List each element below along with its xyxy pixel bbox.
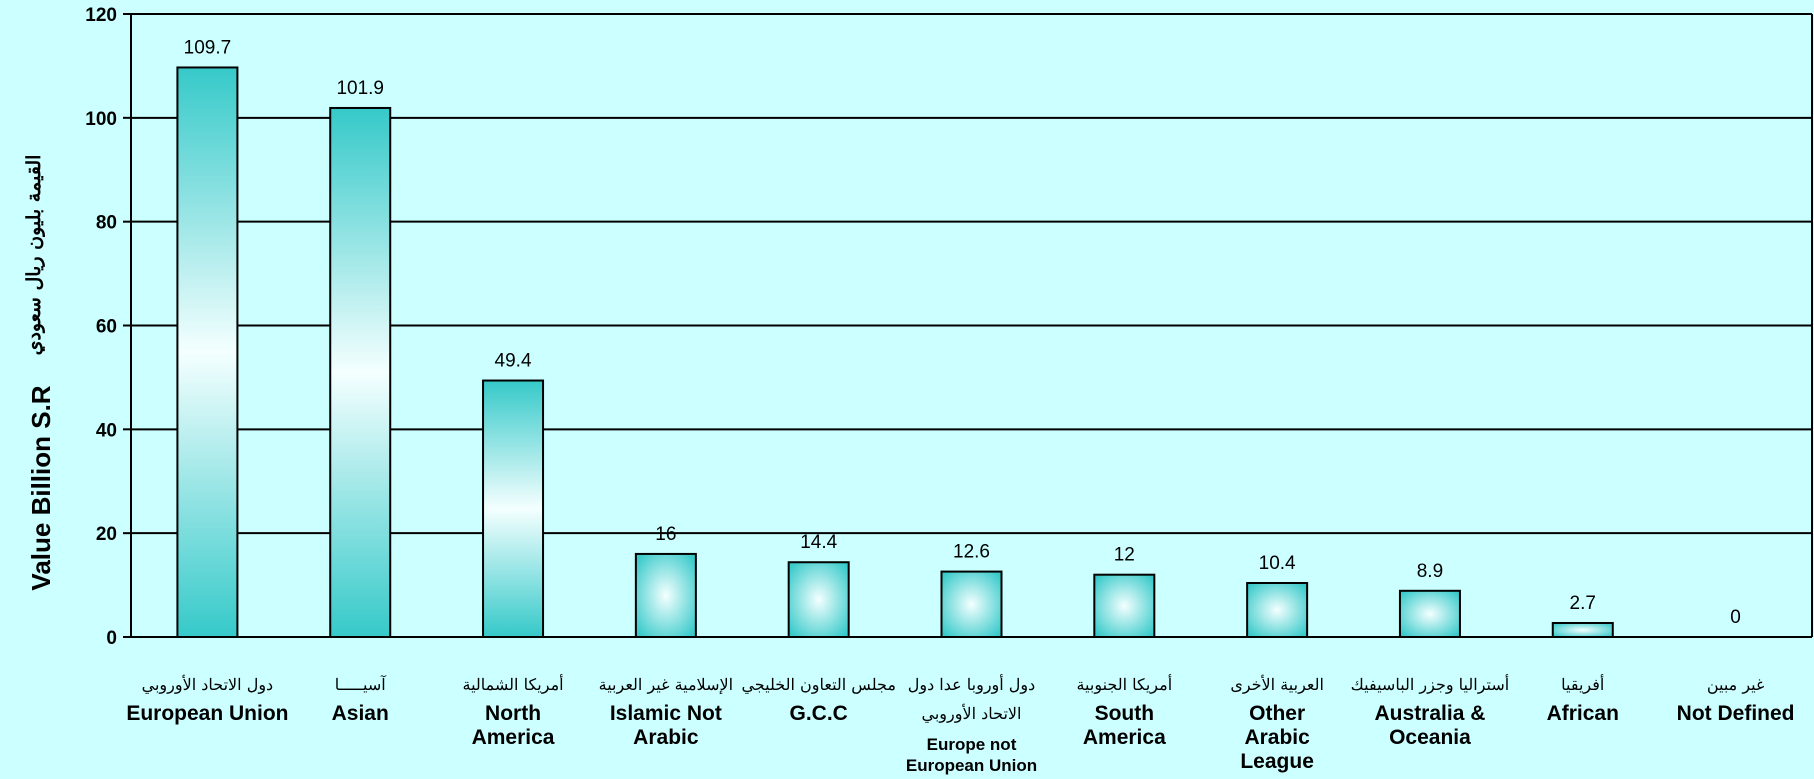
category-label-arabic: العربية الأخرى (1230, 675, 1324, 694)
data-label: 8.9 (1417, 561, 1443, 582)
y-tick-label: 60 (96, 317, 117, 338)
y-tick-label: 20 (96, 524, 117, 545)
y-tick-label: 100 (85, 109, 117, 130)
category-label-arabic: الإسلامية غير العربية (599, 675, 733, 694)
category-label: European Union (126, 702, 288, 725)
category-label-arabic: أستراليا وجزر الباسيفيك (1351, 674, 1510, 694)
data-label: 0 (1730, 607, 1741, 628)
category-label: Europe not (927, 735, 1017, 754)
category-label: Oceania (1389, 726, 1471, 749)
bar (1551, 621, 1614, 638)
data-label: 10.4 (1259, 553, 1296, 574)
category-label: Asian (332, 702, 389, 725)
category-label: League (1240, 750, 1314, 773)
bar (1246, 582, 1309, 638)
category-label-arabic: دول أوروبا عدا دول (908, 674, 1036, 694)
y-tick-label: 0 (106, 628, 117, 649)
bar (787, 561, 850, 638)
y-axis-title: Value Billion S.R (26, 385, 56, 590)
category-label-arabic: أمريكا الشمالية (462, 674, 563, 694)
y-tick-label: 80 (96, 213, 117, 234)
bar (634, 552, 697, 639)
bar (1093, 573, 1156, 639)
category-label: Other (1249, 702, 1305, 725)
bar (1398, 589, 1461, 639)
category-label-arabic: مجلس التعاون الخليجي (741, 675, 895, 694)
y-tick-label: 120 (85, 5, 117, 26)
category-label: Arabic (633, 726, 699, 749)
data-label: 16 (655, 524, 676, 545)
category-label-arabic: أمريكا الجنوبية (1076, 674, 1172, 694)
category-label-arabic: آسيـــــا (335, 674, 388, 694)
data-label: 109.7 (184, 37, 232, 58)
category-label: America (1083, 726, 1166, 749)
data-label: 101.9 (336, 78, 384, 99)
data-label: 2.7 (1570, 593, 1596, 614)
category-label: Arabic (1244, 726, 1310, 749)
category-label: North (485, 702, 541, 725)
category-label: European Union (906, 756, 1037, 775)
category-label-arabic: الاتحاد الأوروبي (922, 704, 1022, 723)
category-label: African (1547, 702, 1619, 725)
category-label: South (1095, 702, 1154, 725)
data-label: 14.4 (800, 532, 837, 553)
y-tick-label: 40 (96, 420, 117, 441)
category-label: G.C.C (790, 702, 848, 725)
category-label: Australia & (1375, 702, 1486, 725)
category-label-arabic: غير مبين (1707, 675, 1765, 694)
category-label: Islamic Not (610, 702, 722, 725)
category-label-arabic: أفريقيا (1561, 674, 1604, 694)
category-label: Not Defined (1677, 702, 1795, 725)
category-label-arabic: دول الاتحاد الأوروبي (142, 675, 274, 694)
data-label: 12.6 (953, 542, 990, 563)
bar (940, 570, 1003, 639)
bar (176, 66, 239, 638)
bar (329, 106, 392, 638)
bar (482, 379, 545, 638)
y-axis-title-arabic: القيمة بليون ريال سعودي (23, 155, 46, 356)
data-label: 49.4 (495, 351, 532, 372)
category-label: America (472, 726, 555, 749)
data-label: 12 (1114, 545, 1135, 566)
